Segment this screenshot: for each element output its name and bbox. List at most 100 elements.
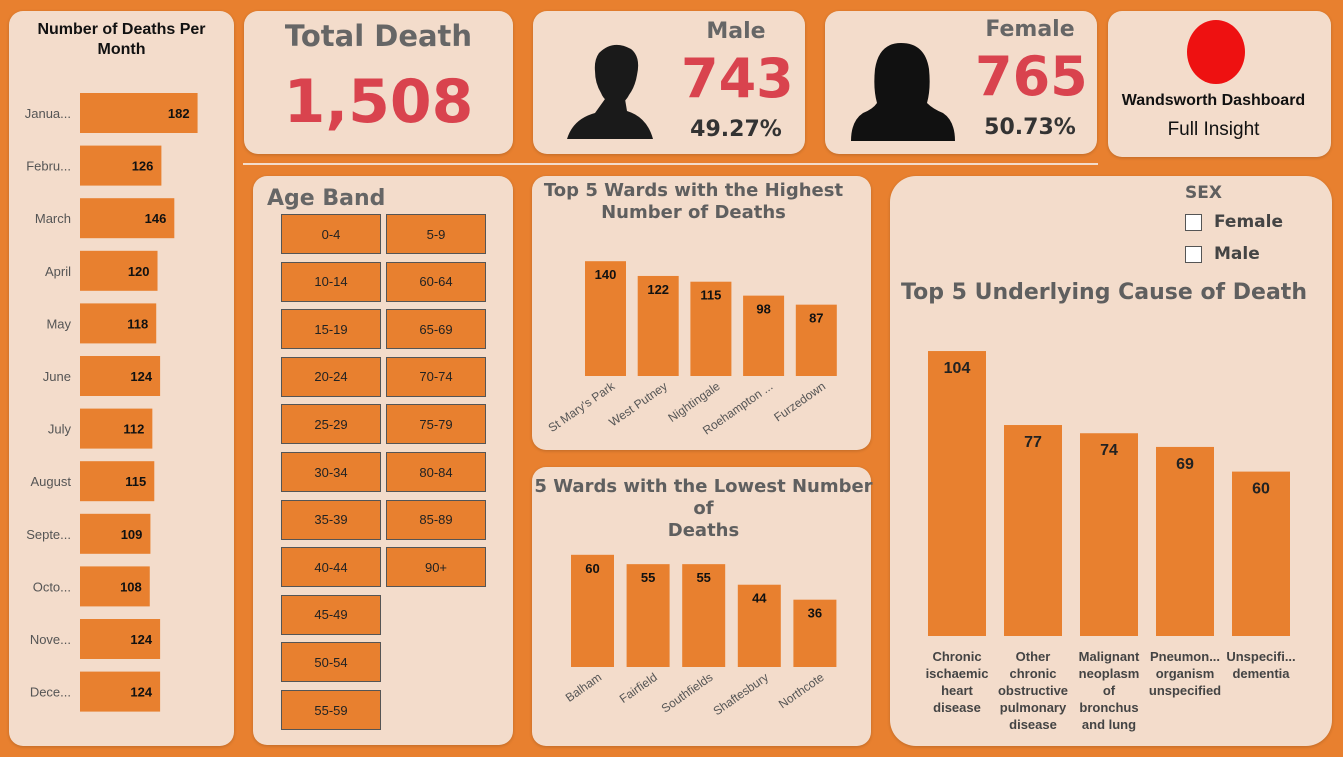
monthly-bar: [80, 408, 153, 449]
cause-category-label: organism: [1156, 666, 1215, 681]
top-wards-category-label: Furzedown: [771, 379, 828, 425]
age-band-button[interactable]: 0-4: [281, 214, 381, 254]
cause-category-label: dementia: [1232, 666, 1290, 681]
top-wards-card: Top 5 Wards with the Highest Number of D…: [532, 176, 871, 450]
age-band-button[interactable]: 85-89: [386, 499, 486, 540]
age-band-card: Age Band 0-4 10-14 15-19 20-24 25-29 30-34 35-…: [253, 176, 513, 745]
female-silhouette-icon: [851, 43, 955, 141]
sex-filter-option-male[interactable]: Male: [1185, 244, 1260, 264]
cause-category-label: chronic: [1010, 666, 1057, 681]
top-wards-bar: [795, 304, 837, 376]
monthly-category-label: Nove...: [30, 632, 71, 647]
female-value: 765: [975, 45, 1088, 108]
monthly-category-label: July: [48, 422, 72, 437]
age-band-button[interactable]: 35-39: [281, 499, 381, 540]
causes-card: SEX Female Male Top 5 Underlying Cause o…: [890, 176, 1332, 746]
low-wards-card: 5 Wards with the Lowest Number of Deaths…: [532, 467, 873, 746]
age-band-title: Age Band: [267, 186, 386, 211]
top-wards-title-line2: Number of Deaths: [601, 202, 786, 223]
low-wards-title-line2: Deaths: [667, 520, 740, 541]
age-band-button[interactable]: 45-49: [281, 594, 381, 635]
cause-category-label: pulmonary: [1000, 700, 1067, 715]
monthly-category-label: Febru...: [26, 159, 71, 174]
monthly-value-label: 124: [130, 632, 152, 647]
age-band-button[interactable]: 40-44: [281, 547, 381, 588]
monthly-value-label: 115: [125, 474, 146, 489]
low-wards-category-label: Balham: [563, 670, 604, 705]
monthly-category-label: April: [45, 264, 71, 279]
age-band-button[interactable]: 25-29: [281, 404, 381, 445]
low-wards-category-label: Fairfield: [617, 670, 660, 706]
monthly-bar: [80, 566, 150, 607]
age-band-button[interactable]: 90+: [386, 547, 486, 588]
male-option-label: Male: [1214, 244, 1260, 264]
total-death-card: Total Death 1,508: [244, 11, 513, 154]
age-band-button[interactable]: 5-9: [386, 214, 486, 254]
low-wards-value-label: 36: [808, 606, 822, 621]
age-band-button[interactable]: 15-19: [281, 309, 381, 350]
top-wards-category-label: West Putney: [606, 379, 670, 429]
monthly-value-label: 146: [145, 211, 167, 226]
cause-bar: [1156, 446, 1214, 636]
low-wards-bar: [793, 599, 837, 667]
female-title: Female: [985, 17, 1075, 42]
cause-category-label: Unspecifi...: [1226, 649, 1295, 664]
monthly-bar: [80, 145, 162, 186]
age-band-button[interactable]: 60-64: [386, 261, 486, 302]
monthly-category-label: Octo...: [33, 579, 71, 594]
cause-category-label: unspecified: [1149, 683, 1221, 698]
monthly-bar: [80, 303, 157, 344]
low-wards-bar: [571, 554, 614, 667]
monthly-deaths-chart: Janua... 182 Febru... 126 March 146 April 120 Ma…: [25, 93, 198, 712]
monthly-bar: [80, 619, 161, 659]
age-band-button[interactable]: 55-59: [281, 690, 381, 730]
low-wards-category-label: Shaftesbury: [711, 670, 771, 718]
top-wards-value-label: 122: [647, 282, 669, 297]
top-wards-value-label: 98: [756, 302, 770, 317]
age-band-button[interactable]: 80-84: [386, 452, 486, 492]
age-band-button[interactable]: 70-74: [386, 356, 486, 397]
monthly-category-label: Janua...: [25, 106, 71, 121]
age-band-button[interactable]: 20-24: [281, 356, 381, 397]
cause-bar: [1080, 433, 1138, 636]
cause-value-label: 77: [1024, 434, 1042, 451]
low-wards-bar: [626, 564, 670, 667]
male-checkbox[interactable]: [1185, 245, 1202, 263]
brand-card: Wandsworth Dashboard Full Insight: [1108, 11, 1331, 157]
brand-title: Wandsworth Dashboard: [1121, 92, 1306, 109]
female-checkbox[interactable]: [1185, 213, 1202, 231]
female-option-label: Female: [1214, 212, 1283, 232]
cause-category-label: heart: [941, 683, 973, 698]
age-band-button[interactable]: 75-79: [386, 404, 486, 445]
monthly-category-label: Dece...: [30, 685, 71, 700]
female-percentage: 50.73%: [984, 115, 1076, 140]
sex-filter-option-female[interactable]: Female: [1185, 212, 1283, 232]
total-death-title: Total Death: [284, 19, 473, 53]
monthly-category-label: June: [43, 369, 71, 384]
brand-logo-icon: [1187, 20, 1245, 84]
low-wards-bar: [737, 584, 781, 667]
monthly-value-label: 124: [130, 685, 152, 700]
monthly-bar: [80, 250, 158, 291]
age-band-button[interactable]: 30-34: [281, 452, 381, 492]
age-band-button[interactable]: 50-54: [281, 642, 381, 683]
monthly-bar: [80, 198, 175, 239]
monthly-value-label: 109: [121, 527, 143, 542]
age-band-button[interactable]: 10-14: [281, 261, 381, 302]
male-silhouette-icon: [567, 44, 653, 139]
male-percentage: 49.27%: [690, 117, 782, 142]
top-wards-bar: [743, 295, 785, 376]
cause-category-label: Chronic: [932, 649, 981, 664]
monthly-value-label: 118: [127, 316, 148, 331]
top-wards-bar: [637, 275, 679, 376]
cause-category-label: ischaemic: [926, 666, 989, 681]
cause-category-label: obstructive: [998, 683, 1068, 698]
cause-value-label: 69: [1176, 456, 1194, 473]
monthly-bar: [80, 356, 161, 396]
age-band-button[interactable]: 65-69: [386, 309, 486, 350]
cause-category-label: bronchus: [1079, 700, 1138, 715]
cause-category-label: of: [1103, 683, 1116, 698]
top-wards-value-label: 115: [700, 288, 721, 303]
causes-title: Top 5 Underlying Cause of Death: [901, 280, 1307, 305]
